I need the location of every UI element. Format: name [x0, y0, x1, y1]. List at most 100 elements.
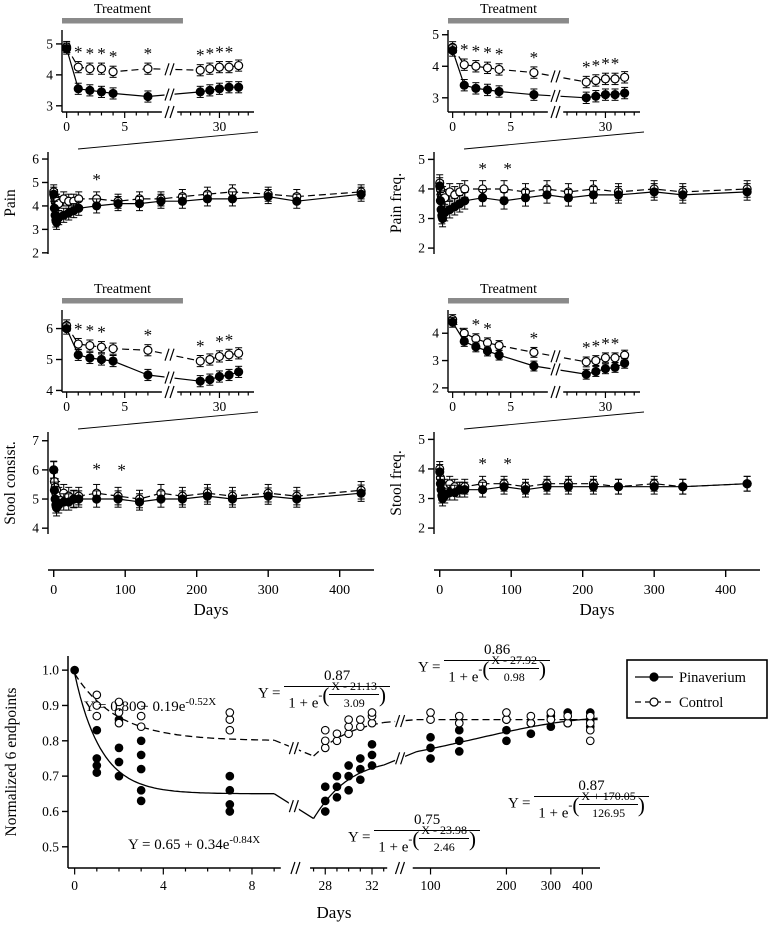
- svg-text:5: 5: [418, 432, 425, 447]
- svg-text:*: *: [478, 454, 487, 473]
- svg-text:*: *: [495, 45, 504, 64]
- svg-text:*: *: [601, 334, 610, 353]
- svg-text:0: 0: [50, 583, 57, 598]
- svg-text:3: 3: [418, 211, 425, 226]
- svg-text:*: *: [109, 47, 118, 66]
- svg-text:30: 30: [213, 399, 227, 414]
- svg-text:*: *: [92, 170, 101, 189]
- svg-text:1.0: 1.0: [42, 663, 59, 678]
- svg-text:*: *: [97, 323, 106, 342]
- svg-text:400: 400: [572, 878, 593, 893]
- svg-text:4: 4: [432, 59, 439, 74]
- svg-text:0: 0: [63, 119, 70, 134]
- endpoints-panel: 0.5 0.6 0.7 0.8 0.9 1.0 0 4 8 28 32 100 200 300 400 Nor…: [0, 618, 772, 938]
- svg-text:*: *: [196, 46, 205, 65]
- svg-text:*: *: [74, 319, 83, 338]
- treatment-bar: [448, 298, 569, 304]
- legend-label: Pinaverium: [679, 670, 747, 686]
- svg-text:0: 0: [449, 399, 456, 414]
- svg-text:*: *: [483, 319, 492, 338]
- svg-text:5: 5: [507, 119, 514, 134]
- svg-text:*: *: [472, 42, 481, 61]
- svg-text:400: 400: [329, 583, 350, 598]
- svg-text:5: 5: [46, 352, 53, 367]
- svg-text:*: *: [592, 337, 601, 356]
- svg-text:200: 200: [572, 583, 593, 598]
- svg-text:3: 3: [432, 90, 439, 105]
- svg-text:4: 4: [160, 878, 167, 893]
- svg-text:2: 2: [418, 241, 425, 256]
- svg-text:30: 30: [599, 119, 613, 134]
- svg-text:5: 5: [32, 175, 39, 190]
- svg-text:*: *: [144, 44, 153, 63]
- svg-text:4: 4: [32, 198, 39, 213]
- svg-text:0.6: 0.6: [42, 804, 59, 819]
- y-axis-label: Pain freq.: [388, 173, 405, 233]
- svg-text:*: *: [503, 159, 512, 178]
- treatment-label: Treatment: [480, 2, 537, 17]
- svg-text:4: 4: [46, 383, 53, 398]
- svg-text:100: 100: [115, 583, 136, 598]
- svg-text:3: 3: [418, 491, 425, 506]
- svg-text:*: *: [196, 336, 205, 355]
- svg-text:0.5: 0.5: [42, 839, 59, 854]
- x-axis-label: Days: [580, 600, 615, 619]
- svg-text:*: *: [582, 57, 591, 76]
- y-axis-label: Normalized 6 endpoints: [3, 688, 20, 837]
- svg-text:0.7: 0.7: [42, 769, 59, 784]
- svg-text:200: 200: [186, 583, 207, 598]
- svg-text:*: *: [117, 461, 126, 480]
- svg-text:300: 300: [258, 583, 279, 598]
- treatment-label: Treatment: [480, 282, 537, 297]
- svg-text:*: *: [503, 454, 512, 473]
- svg-text:*: *: [206, 44, 215, 63]
- svg-text:3: 3: [46, 98, 53, 113]
- svg-text:5: 5: [32, 492, 39, 507]
- svg-text:5: 5: [121, 119, 128, 134]
- treatment-label: Treatment: [94, 282, 151, 297]
- svg-text:*: *: [225, 43, 234, 62]
- svg-text:400: 400: [715, 583, 736, 598]
- svg-text:5: 5: [46, 36, 53, 51]
- svg-text:5: 5: [507, 399, 514, 414]
- svg-text:*: *: [611, 54, 620, 73]
- svg-text:3: 3: [32, 222, 39, 237]
- svg-text:0.9: 0.9: [42, 698, 59, 713]
- svg-text:100: 100: [420, 878, 441, 893]
- endpoints-chart: 0.5 0.6 0.7 0.8 0.9 1.0 0 4 8 28 32 100 200 300 400 Nor…: [3, 656, 768, 922]
- svg-text:2: 2: [32, 245, 39, 260]
- svg-text:*: *: [74, 43, 83, 62]
- svg-text:3: 3: [432, 353, 439, 368]
- svg-text:*: *: [582, 338, 591, 357]
- svg-text:*: *: [478, 159, 487, 178]
- svg-text:*: *: [483, 43, 492, 62]
- svg-text:*: *: [472, 315, 481, 334]
- y-axis-label: Pain: [2, 189, 19, 217]
- svg-text:0: 0: [449, 119, 456, 134]
- svg-text:4: 4: [432, 326, 439, 341]
- shared-days-axis: 0 100 200 300 400 Days 0 100 200 300 400 Days: [48, 569, 760, 619]
- svg-text:100: 100: [501, 583, 522, 598]
- treatment-bar: [448, 18, 569, 24]
- x-axis-label: Days: [194, 600, 229, 619]
- y-axis-label: Stool consist.: [2, 441, 19, 525]
- svg-text:5: 5: [121, 399, 128, 414]
- svg-text:*: *: [530, 48, 539, 67]
- svg-text:200: 200: [496, 878, 517, 893]
- svg-text:0: 0: [63, 399, 70, 414]
- svg-text:2: 2: [432, 380, 439, 395]
- legend-box: [626, 659, 768, 719]
- svg-text:4: 4: [418, 461, 425, 476]
- svg-text:*: *: [86, 321, 95, 340]
- x-axis-label: Days: [317, 903, 352, 922]
- svg-text:4: 4: [32, 521, 39, 536]
- treatment-bar: [62, 298, 183, 304]
- svg-text:2: 2: [418, 521, 425, 536]
- fit-curve: [74, 673, 275, 795]
- svg-text:*: *: [611, 334, 620, 353]
- svg-text:4: 4: [418, 181, 425, 196]
- svg-text:6: 6: [32, 152, 39, 167]
